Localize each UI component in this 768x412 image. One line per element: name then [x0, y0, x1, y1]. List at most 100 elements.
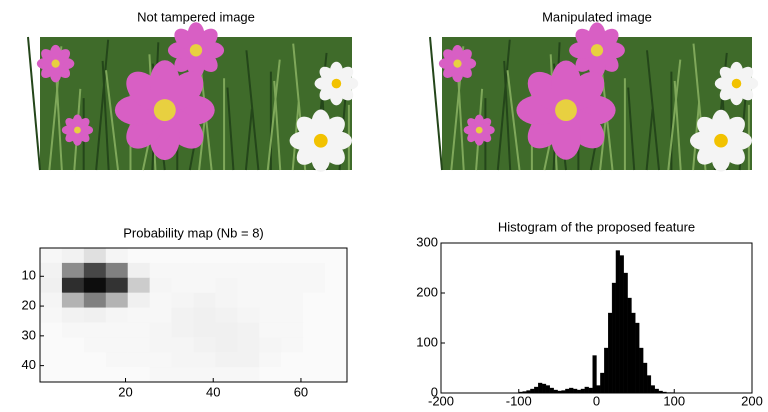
heatmap-cell	[237, 367, 259, 382]
flower-center	[591, 44, 603, 56]
heatmap-cell	[303, 322, 325, 337]
heatmap-cell	[237, 322, 259, 337]
histogram-bar	[530, 389, 534, 393]
heatmap-cell	[40, 278, 62, 293]
heatmap-cell	[62, 352, 84, 367]
y-tick-label: 0	[431, 384, 438, 399]
heatmap-cell	[150, 248, 172, 263]
heatmap-cell	[128, 337, 150, 352]
heatmap-cell	[215, 352, 237, 367]
histogram-bar	[581, 389, 585, 393]
heatmap-cell	[194, 352, 216, 367]
heatmap-cell	[281, 293, 303, 308]
histogram-bar	[550, 388, 554, 393]
heatmap-cell	[150, 352, 172, 367]
heatmap-cell	[84, 248, 106, 263]
heatmap-cell	[172, 248, 194, 263]
flower-center	[190, 44, 202, 56]
heatmap-cell	[172, 367, 194, 382]
heatmap-cell	[84, 278, 106, 293]
y-tick-label: 100	[416, 334, 438, 349]
histogram-bar	[643, 363, 647, 393]
heatmap-cell	[40, 367, 62, 382]
heatmap-cell	[259, 293, 281, 308]
heatmap-cell	[237, 352, 259, 367]
x-tick-label: -100	[506, 393, 532, 408]
heatmap-cell	[150, 337, 172, 352]
heatmap-cell	[150, 278, 172, 293]
x-tick-label: 40	[206, 384, 220, 399]
heatmap-cell	[215, 337, 237, 352]
heatmap-cell	[281, 248, 303, 263]
heatmap-cell	[303, 337, 325, 352]
histogram-bar	[534, 387, 538, 393]
heatmap-cell	[259, 322, 281, 337]
heatmap-cell	[40, 308, 62, 323]
flower-center	[332, 79, 342, 89]
histogram-bar	[612, 283, 616, 393]
heatmap-cell	[84, 337, 106, 352]
heatmap-cell	[128, 263, 150, 278]
heatmap-cell	[325, 367, 347, 382]
histogram-bar	[600, 373, 604, 393]
heatmap-cell	[303, 293, 325, 308]
page: Not tampered image Manipulated image Proba…	[0, 0, 768, 412]
grass-blade	[430, 37, 442, 170]
y-tick-label: 40	[22, 357, 36, 372]
heatmap-cell	[84, 352, 106, 367]
heatmap-cell	[106, 367, 128, 382]
heatmap-cell	[62, 263, 84, 278]
figure: Not tampered image Manipulated image Proba…	[0, 0, 768, 412]
heatmap-cell	[259, 263, 281, 278]
panel-title: Probability map (Nb = 8)	[123, 225, 264, 240]
heatmap-cell	[237, 278, 259, 293]
heatmap-cell	[237, 263, 259, 278]
histogram-bar	[635, 323, 639, 393]
heatmap-cell	[281, 278, 303, 293]
x-tick-label: 200	[741, 393, 763, 408]
heatmap-cell	[84, 293, 106, 308]
panel-title: Not tampered image	[137, 9, 255, 24]
histogram-bar	[593, 356, 597, 394]
heatmap-cell	[259, 308, 281, 323]
heatmap-cell	[150, 293, 172, 308]
heatmap-cell	[325, 308, 347, 323]
heatmap-cell	[303, 248, 325, 263]
heatmap-cell	[215, 322, 237, 337]
heatmap-cell	[106, 263, 128, 278]
y-tick-label: 10	[22, 268, 36, 283]
heatmap-cell	[259, 337, 281, 352]
heatmap-cell	[40, 337, 62, 352]
heatmap-cell	[194, 278, 216, 293]
histogram-bar	[538, 383, 542, 393]
x-tick-label: 100	[663, 393, 685, 408]
panel-title: Manipulated image	[542, 9, 652, 24]
heatmap-cell	[106, 293, 128, 308]
heatmap-cell	[62, 322, 84, 337]
heatmap-cell	[128, 352, 150, 367]
heatmap-cell	[281, 352, 303, 367]
heatmap-cell	[128, 248, 150, 263]
heatmap-cell	[62, 278, 84, 293]
heatmap-cell	[84, 367, 106, 382]
heatmap-cell	[172, 263, 194, 278]
histogram-bar	[639, 348, 643, 393]
heatmap-cell	[281, 337, 303, 352]
heatmap-cell	[128, 293, 150, 308]
histogram-bar	[597, 386, 601, 394]
heatmap-cell	[62, 293, 84, 308]
heatmap-cell	[259, 248, 281, 263]
flower-center	[51, 59, 59, 67]
histogram-bar	[569, 388, 573, 393]
heatmap-cell	[84, 322, 106, 337]
histogram-bar	[620, 256, 624, 394]
histogram-bar	[546, 386, 550, 394]
heatmap-cell	[106, 322, 128, 337]
heatmap-cell	[62, 337, 84, 352]
x-tick-label: 20	[118, 384, 132, 399]
heatmap-cell	[172, 278, 194, 293]
heatmap-cell	[259, 352, 281, 367]
heatmap-cell	[215, 293, 237, 308]
heatmap-cell	[325, 248, 347, 263]
histogram-bar	[573, 389, 577, 393]
